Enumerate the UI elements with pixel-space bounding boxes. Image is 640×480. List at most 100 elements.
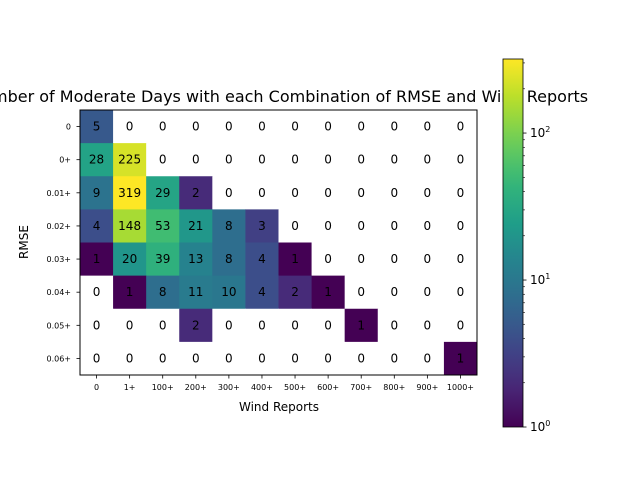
cell-value-label: 0 — [424, 120, 432, 134]
heatmap-cell — [377, 308, 412, 343]
cell-value-label: 0 — [291, 351, 299, 365]
heatmap-cell — [80, 341, 114, 376]
cell-value-label: 13 — [188, 252, 203, 266]
heatmap-cell — [410, 176, 445, 210]
heatmap-cell — [410, 110, 445, 144]
heatmap-cell — [245, 143, 279, 177]
colorbar-gradient — [502, 58, 524, 428]
heatmap-cell — [443, 308, 478, 343]
cell-value-label: 0 — [93, 351, 101, 365]
cell-value-label: 0 — [225, 186, 233, 200]
heatmap-cell — [212, 308, 246, 343]
heatmap-cell — [80, 275, 114, 310]
cell-value-label: 0 — [126, 318, 134, 332]
cell-value-label: 8 — [225, 252, 233, 266]
heatmap-cell — [212, 176, 246, 210]
cell-value-label: 0 — [390, 153, 398, 167]
heatmap-cell — [410, 143, 445, 177]
cell-value-label: 0 — [291, 219, 299, 233]
cell-value-label: 0 — [225, 351, 233, 365]
colorbar-tick-label: 102 — [530, 125, 550, 140]
heatmap-cell — [344, 341, 379, 376]
heatmap-cell — [179, 209, 213, 243]
heatmap-cell — [311, 110, 346, 144]
heatmap-cell — [113, 242, 147, 277]
heatmap-cell — [179, 176, 213, 210]
heatmap-cell — [212, 275, 246, 310]
heatmap-cell — [179, 308, 213, 343]
heatmap-cell — [410, 308, 445, 343]
cell-value-label: 0 — [424, 186, 432, 200]
cell-value-label: 29 — [155, 186, 170, 200]
y-tick-label: 0.01+ — [46, 189, 71, 198]
heatmap-cell — [278, 143, 312, 177]
heatmap-cell — [146, 110, 180, 144]
cell-value-label: 1 — [357, 318, 365, 332]
heatmap-cell — [80, 209, 114, 243]
heatmap-cell — [179, 242, 213, 277]
colorbar: 100 101 102 — [502, 58, 550, 434]
cell-value-label: 0 — [357, 219, 365, 233]
heatmap-cell — [311, 341, 346, 376]
cell-value-label: 2 — [291, 285, 299, 299]
cell-value-label: 10 — [221, 285, 236, 299]
heatmap-cell — [113, 209, 147, 243]
y-tick-label: 0+ — [59, 156, 71, 165]
heatmap-cell — [344, 308, 379, 343]
heatmap-cell — [377, 143, 412, 177]
cell-value-label: 0 — [390, 285, 398, 299]
heatmap-cell — [245, 341, 279, 376]
colorbar-tick-label: 101 — [530, 272, 550, 287]
x-tick-label: 1+ — [124, 383, 136, 392]
cell-value-label: 0 — [291, 120, 299, 134]
heatmap-cell — [443, 143, 478, 177]
cell-value-label: 0 — [357, 186, 365, 200]
cell-value-label: 0 — [258, 318, 266, 332]
heatmap-cell — [113, 308, 147, 343]
heatmap-cell — [146, 242, 180, 277]
cell-value-label: 4 — [258, 252, 266, 266]
x-axis-ticks: 0 1+ 100+ 200+ 300+ 400+ 500+ 600+ 700+ 800+ 900+ 1… — [94, 375, 474, 392]
cell-value-label: 0 — [324, 219, 332, 233]
heatmap-cell — [113, 110, 147, 144]
cell-value-label: 11 — [188, 285, 203, 299]
cell-value-label: 8 — [159, 285, 167, 299]
cell-value-label: 0 — [457, 120, 465, 134]
cell-value-label: 20 — [122, 252, 137, 266]
x-tick-label: 900+ — [416, 383, 438, 392]
heatmap-cell — [311, 242, 346, 277]
x-tick-label: 200+ — [185, 383, 207, 392]
cell-value-label: 0 — [457, 318, 465, 332]
cell-value-label: 0 — [93, 285, 101, 299]
cell-value-label: 0 — [424, 351, 432, 365]
heatmap-cell — [344, 176, 379, 210]
heatmap-cell — [311, 275, 346, 310]
heatmap-cell — [344, 143, 379, 177]
cell-value-label: 8 — [225, 219, 233, 233]
x-tick-label: 400+ — [251, 383, 273, 392]
heatmap-cell — [212, 209, 246, 243]
heatmap-cell — [443, 341, 478, 376]
heatmap-cell — [278, 209, 312, 243]
x-tick-label: 600+ — [317, 383, 339, 392]
heatmap-cell — [212, 341, 246, 376]
heatmap-cell — [146, 143, 180, 177]
heatmap-cell — [278, 176, 312, 210]
cell-value-label: 0 — [357, 153, 365, 167]
y-tick-label: 0.02+ — [46, 222, 71, 231]
y-tick-label: 0.06+ — [46, 354, 71, 363]
x-tick-label: 300+ — [218, 383, 240, 392]
heatmap-cell — [311, 308, 346, 343]
cell-value-label: 0 — [291, 318, 299, 332]
cell-value-label: 2 — [192, 186, 200, 200]
heatmap-cell — [80, 242, 114, 277]
heatmap-cell — [377, 341, 412, 376]
heatmap-cell — [113, 341, 147, 376]
cell-value-label: 0 — [457, 252, 465, 266]
cell-value-label: 0 — [258, 120, 266, 134]
cell-value-label: 0 — [225, 153, 233, 167]
heatmap-cell — [377, 176, 412, 210]
cell-value-label: 0 — [457, 186, 465, 200]
y-tick-label: 0 — [66, 123, 71, 132]
heatmap-cell — [377, 209, 412, 243]
